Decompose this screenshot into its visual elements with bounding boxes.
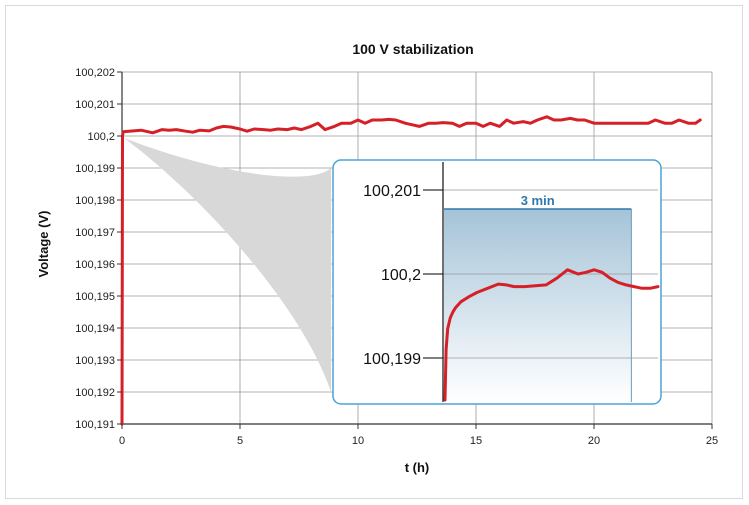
x-tick-label: 0	[119, 435, 125, 447]
y-tick-label: 100,199	[75, 163, 115, 175]
y-axis: 100,191 100,192 100,193 100,194 100,195 100,1…	[75, 67, 122, 431]
inset-series-line	[443, 268, 660, 402]
x-tick-label: 25	[706, 435, 718, 447]
inset-annotation: 3 min	[521, 193, 555, 208]
y-axis-label: Voltage (V)	[36, 211, 51, 278]
y-tick-label: 100,192	[75, 387, 115, 399]
x-tick-label: 20	[588, 435, 600, 447]
chart-title: 100 V stabilization	[352, 41, 473, 57]
y-tick-label: 100,202	[75, 67, 115, 79]
y-tick-label: 100,2	[87, 131, 115, 143]
zoom-wedge-shape	[124, 138, 331, 392]
y-tick-label: 100,201	[75, 99, 115, 111]
series-line	[120, 115, 702, 426]
x-tick-label: 5	[237, 435, 243, 447]
x-axis-label: t (h)	[405, 460, 430, 475]
x-tick-label: 15	[470, 435, 482, 447]
plot-area	[120, 115, 702, 426]
inset-tick-label: 100,2	[381, 267, 421, 284]
y-tick-label: 100,198	[75, 195, 115, 207]
inset-chart: 3 min 100,201 100,2 100,199	[332, 159, 662, 405]
y-tick-label: 100,194	[75, 323, 115, 335]
inset-shaded-region	[444, 209, 632, 402]
x-axis: 0 5 10 15 20 25	[119, 424, 718, 447]
y-tick-label: 100,193	[75, 355, 115, 367]
y-tick-label: 100,197	[75, 227, 115, 239]
zoom-highlight	[124, 138, 331, 392]
y-tick-label: 100,196	[75, 259, 115, 271]
y-tick-label: 100,191	[75, 419, 115, 431]
y-tick-label: 100,195	[75, 291, 115, 303]
inset-tick-label: 100,199	[363, 351, 421, 368]
inset-tick-label: 100,201	[363, 183, 421, 200]
x-tick-label: 10	[352, 435, 364, 447]
